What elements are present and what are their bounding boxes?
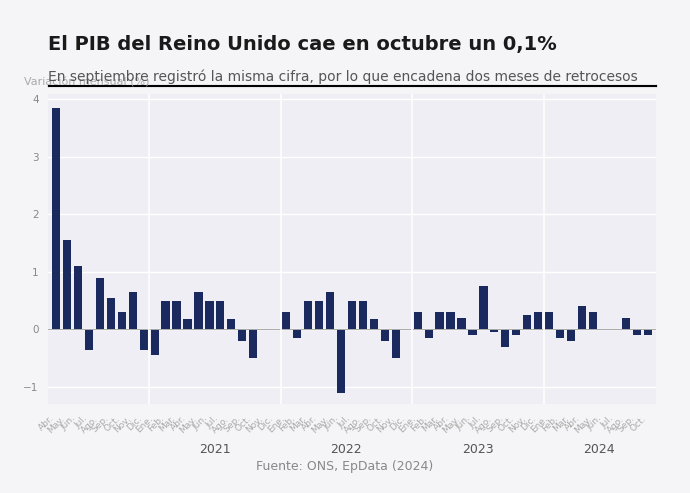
Bar [315, 301, 323, 329]
Bar [457, 318, 466, 329]
Bar [413, 312, 422, 329]
Bar [644, 329, 652, 335]
Bar [85, 329, 93, 350]
Bar [491, 329, 498, 332]
Bar [512, 329, 520, 335]
Bar [172, 301, 181, 329]
Bar [501, 329, 509, 347]
Text: 2024: 2024 [582, 443, 614, 456]
Text: 2021: 2021 [199, 443, 230, 456]
Bar [337, 329, 345, 393]
Bar [589, 312, 597, 329]
Bar [282, 312, 290, 329]
Bar [304, 301, 312, 329]
Bar [370, 319, 378, 329]
Bar [52, 108, 60, 329]
Bar [216, 301, 224, 329]
Bar [96, 278, 104, 329]
Bar [206, 301, 213, 329]
Text: 2023: 2023 [462, 443, 494, 456]
Bar [578, 307, 586, 329]
Bar [567, 329, 575, 341]
Bar [249, 329, 257, 358]
Bar [381, 329, 389, 341]
Text: Fuente: ONS, EpData (2024): Fuente: ONS, EpData (2024) [257, 460, 433, 473]
Text: 2022: 2022 [331, 443, 362, 456]
Bar [195, 292, 203, 329]
Bar [150, 329, 159, 355]
Bar [435, 312, 444, 329]
Y-axis label: Variación mensual (%): Variación mensual (%) [24, 77, 150, 87]
Bar [107, 298, 115, 329]
Bar [238, 329, 246, 341]
Bar [545, 312, 553, 329]
Bar [326, 292, 334, 329]
Bar [622, 318, 630, 329]
Bar [392, 329, 400, 358]
Bar [534, 312, 542, 329]
Bar [128, 292, 137, 329]
Bar [480, 286, 488, 329]
Bar [74, 266, 82, 329]
Bar [359, 301, 367, 329]
Bar [348, 301, 356, 329]
Bar [523, 315, 531, 329]
Bar [63, 240, 71, 329]
Bar [161, 301, 170, 329]
Bar [556, 329, 564, 338]
Bar [446, 312, 455, 329]
Bar [424, 329, 433, 338]
Text: El PIB del Reino Unido cae en octubre un 0,1%: El PIB del Reino Unido cae en octubre un… [48, 35, 557, 54]
Bar [469, 329, 477, 335]
Bar [293, 329, 302, 338]
Text: En septiembre registró la misma cifra, por lo que encadena dos meses de retroces: En septiembre registró la misma cifra, p… [48, 69, 638, 83]
Bar [184, 319, 192, 329]
Bar [139, 329, 148, 350]
Bar [227, 319, 235, 329]
Bar [633, 329, 641, 335]
Bar [117, 312, 126, 329]
